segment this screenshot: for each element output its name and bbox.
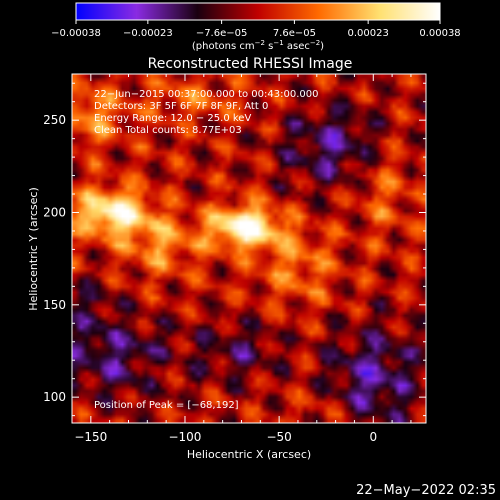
x-tick-label: −150 [74,430,107,444]
x-tick-label: −100 [168,430,201,444]
heatmap-image [72,74,426,423]
annotation-line: Energy Range: 12.0 − 25.0 keV [94,113,251,124]
x-tick-label: 0 [369,430,377,444]
chart-title: Reconstructed RHESSI Image [148,56,353,72]
y-tick-label: 100 [43,390,66,404]
y-tick-label: 250 [43,113,66,127]
colorbar-tick-label: −0.00038 [51,28,101,39]
peak-position-label: Position of Peak = [−68,192] [94,400,239,411]
heatmap-raster [72,74,426,423]
colorbar-units: (photons cm−2 s−1 asec−2) [192,39,324,52]
colorbar-tick-label: 7.6e−05 [273,28,316,39]
colorbar: −0.00038 −0.00023 −7.6e−05 7.6e−05 0.00023 0.… [51,2,461,52]
y-tick-label: 150 [43,298,66,312]
x-axis-label: Heliocentric X (arcsec) [187,448,311,461]
colorbar-tick-label: 0.00023 [347,28,388,39]
x-axis: −150 −100 −50 0 [71,74,412,444]
annotation-line: Detectors: 3F 5F 6F 7F 8F 9F, Att 0 [94,101,268,112]
y-axis-label: Heliocentric Y (arcsec) [27,187,40,311]
colorbar-tick-label: 0.00038 [419,28,460,39]
plot-timestamp: 22−May−2022 02:35 [356,483,496,498]
colorbar-tick-label: −7.6e−05 [196,28,248,39]
annotations: 22−Jun−2015 00:37:00.000 to 00:43:00.000… [94,89,319,136]
annotation-line: 22−Jun−2015 00:37:00.000 to 00:43:00.000 [94,89,319,100]
annotation-line: Clean Total counts: 8.77E+03 [94,125,242,136]
plot-frame [71,73,427,424]
colorbar-tick-label: −0.00023 [123,28,173,39]
x-tick-label: −50 [266,430,291,444]
y-axis: 100 150 200 250 [43,82,426,417]
colorbar-gradient [75,2,441,21]
colorbar-ticks: −0.00038 −0.00023 −7.6e−05 7.6e−05 0.00023 0.… [51,20,461,39]
y-tick-label: 200 [43,205,66,219]
